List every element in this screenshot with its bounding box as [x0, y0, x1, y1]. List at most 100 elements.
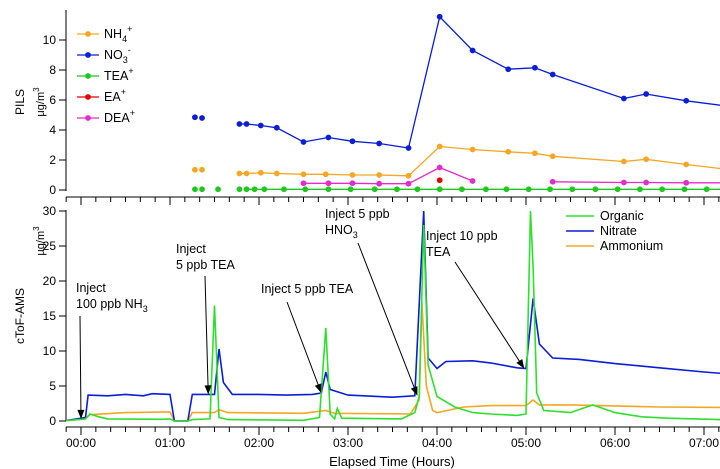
data-point: [681, 186, 688, 193]
legend-marker: [85, 73, 91, 79]
data-point: [371, 186, 378, 193]
pils-y-unit: μg/m3: [32, 87, 47, 117]
y-tick-label: 4: [49, 123, 56, 137]
data-point: [405, 172, 412, 179]
data-point: [349, 180, 356, 187]
y-tick-label: 30: [43, 204, 57, 218]
legend-label: EA+: [104, 87, 126, 104]
annotation-text: Inject: [176, 242, 206, 256]
data-point: [643, 179, 650, 186]
annotation-arrow: [454, 261, 522, 364]
data-point: [592, 186, 599, 193]
series-line: [352, 145, 720, 177]
annotation-arrowhead: [204, 385, 212, 395]
x-tick-label: 01:00: [155, 436, 185, 450]
data-point: [659, 186, 666, 193]
legend-label: TEA+: [104, 66, 134, 83]
data-point: [436, 13, 443, 20]
annotation: Inject 5 ppb TEA: [261, 282, 354, 393]
y-tick-label: 20: [43, 274, 57, 288]
annotation-text: HNO3: [325, 223, 358, 240]
data-point: [273, 124, 280, 131]
legend-marker: [85, 31, 91, 37]
data-point: [703, 186, 710, 193]
legend-marker: [85, 115, 91, 121]
data-point: [547, 186, 553, 193]
annotation: Inject 5 ppb HNO3: [325, 207, 418, 396]
data-point: [281, 186, 287, 193]
y-tick-label: 0: [49, 414, 56, 428]
data-point: [505, 148, 512, 155]
x-tick-label: 00:00: [66, 436, 96, 450]
annotation-text: Inject 5 ppb: [325, 207, 390, 221]
ams-y-ticks: 0 5 10 15 20 25 30: [43, 204, 66, 428]
data-point: [643, 156, 650, 163]
pils-y-label: PILS: [13, 89, 27, 115]
legend-label: Nitrate: [600, 224, 637, 238]
data-point: [549, 153, 556, 160]
y-tick-label: 25: [43, 239, 57, 253]
data-point: [414, 186, 421, 193]
data-point: [192, 186, 198, 193]
series-tea: [192, 186, 720, 193]
data-point: [215, 186, 221, 193]
pils-y-ticks: 0 2 4 6 8 10: [43, 33, 66, 197]
data-point: [347, 186, 354, 193]
data-point: [436, 186, 443, 193]
ams-panel: 00:00 01:00 02:00 03:00 04:00 05:00 06:00 07:00…: [13, 204, 720, 469]
data-point: [469, 47, 476, 54]
y-tick-label: 6: [49, 93, 56, 107]
ams-x-ticks: 00:00 01:00 02:00 03:00 04:00 05:00 06:00 07:00: [65, 427, 719, 450]
data-point: [621, 179, 627, 186]
annotation: Inject 10 ppb TEA: [426, 229, 525, 369]
x-tick-label: 04:00: [422, 436, 452, 450]
annotation-text: 100 ppb NH3: [76, 297, 148, 314]
x-tick-label: 02:00: [244, 436, 274, 450]
data-point: [243, 170, 250, 177]
annotation-arrow: [79, 315, 82, 413]
data-point: [199, 166, 205, 173]
series-nh: [192, 143, 720, 179]
data-point: [192, 166, 198, 173]
data-point: [349, 138, 356, 145]
series-organic-line: [66, 211, 720, 422]
data-point: [199, 115, 205, 121]
data-point: [532, 150, 538, 157]
data-point: [405, 180, 412, 187]
data-point: [436, 177, 443, 184]
data-point: [503, 186, 510, 193]
data-point: [394, 186, 400, 193]
annotation-arrow: [286, 301, 320, 388]
data-point: [637, 186, 643, 193]
series-ammonium-line: [66, 301, 720, 422]
data-point: [300, 180, 307, 187]
series-ea: [436, 177, 443, 184]
series-line: [239, 172, 353, 176]
pils-x-ticks: [65, 197, 720, 205]
x-tick-label: 06:00: [600, 436, 630, 450]
data-point: [243, 186, 250, 193]
data-point: [251, 186, 258, 193]
data-point: [532, 64, 538, 71]
legend-label: Organic: [600, 209, 644, 223]
data-point: [621, 158, 627, 165]
pils-legend: NH4+NO3-TEA+ EA+ DEA+: [77, 24, 135, 125]
data-point: [376, 140, 383, 147]
y-tick-label: 0: [49, 183, 56, 197]
annotation: Inject 100 ppb NH3: [76, 281, 148, 419]
data-point: [483, 186, 489, 193]
data-point: [192, 114, 198, 121]
data-point: [436, 164, 443, 171]
data-point: [525, 186, 532, 193]
annotation-text: Inject 5 ppb TEA: [261, 282, 354, 296]
y-tick-label: 10: [43, 344, 57, 358]
x-tick-label: 05:00: [511, 436, 541, 450]
y-tick-label: 2: [49, 153, 56, 167]
legend-label: NH4+: [104, 24, 132, 44]
data-point: [614, 186, 621, 193]
annotation-text: Inject 10 ppb: [426, 229, 498, 243]
data-point: [322, 171, 329, 178]
data-point: [302, 186, 309, 193]
x-axis-label: Elapsed Time (Hours): [329, 454, 455, 469]
